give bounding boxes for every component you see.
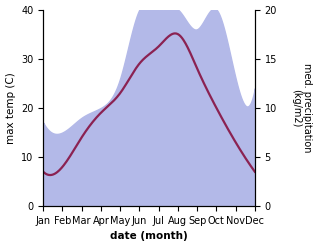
X-axis label: date (month): date (month) [110,231,188,242]
Y-axis label: med. precipitation
(kg/m2): med. precipitation (kg/m2) [291,63,313,153]
Y-axis label: max temp (C): max temp (C) [5,72,16,144]
